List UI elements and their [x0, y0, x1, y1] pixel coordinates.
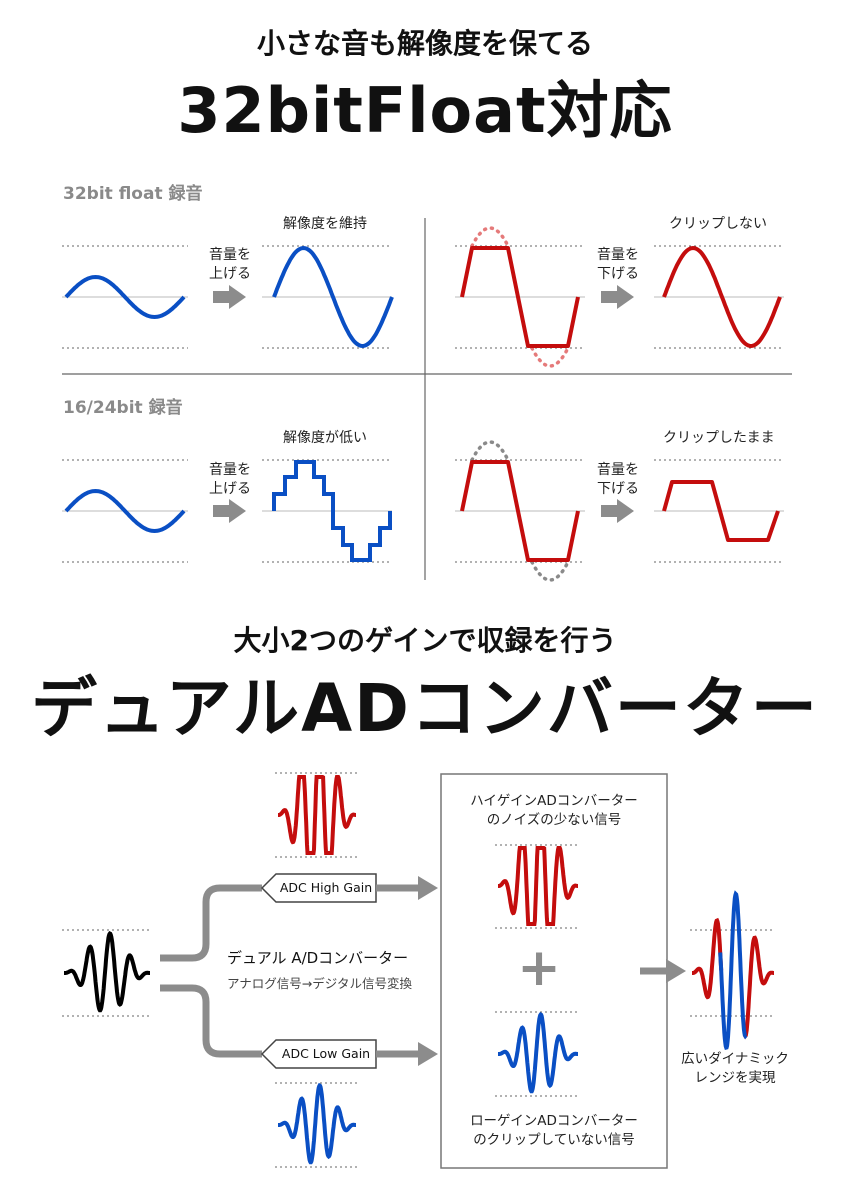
float-small-wave-panel: [62, 245, 188, 349]
float-arrow-left-label: 音量を 上げる: [209, 247, 251, 282]
dual-subtitle: 大小2つのゲインで収録を行う: [233, 624, 617, 657]
clipped-trough-dotted: [530, 346, 570, 368]
int-caption-left: 解像度が低い: [283, 430, 367, 446]
float-clip-panel: [455, 226, 585, 368]
float-large-wave-panel: [262, 245, 394, 349]
dual-title: デュアルADコンバーター: [31, 670, 819, 747]
adc-high-gain-label: ADC High Gain: [279, 880, 373, 895]
box-high-gain-wave: [498, 846, 578, 926]
float-arrow-left: [213, 285, 246, 309]
result-caption: 広いダイナミック レンジを実現: [681, 1051, 789, 1086]
box-low-gain-panel: [495, 1011, 580, 1097]
float-restored-panel: [654, 245, 784, 349]
int-arrow-left: [213, 499, 246, 523]
large-sine-wave: [272, 245, 394, 349]
plus-sign: +: [517, 938, 561, 998]
box-low-gain-wave: [498, 1011, 578, 1094]
int-caption-right: クリップしたまま: [663, 430, 775, 446]
clipped-trough-dotted: [530, 560, 570, 582]
int-section-label: 16/24bit 録音: [63, 398, 183, 418]
float-caption-right: クリップしない: [669, 216, 767, 232]
float-arrow-right: [601, 285, 634, 309]
clipped-wave: [460, 460, 580, 562]
center-title: デュアル A/Dコンバーター: [227, 949, 409, 967]
input-analog-wave: [64, 930, 150, 1013]
int-arrow-left-label: 音量を 上げる: [209, 462, 251, 497]
int-stepped-wave-panel: [262, 459, 392, 563]
box-high-gain-panel: [495, 844, 580, 929]
input-signal-panel: [62, 929, 150, 1017]
clipped-peak-dotted: [470, 440, 510, 462]
center-subtitle: アナログ信号→デジタル信号変換: [227, 976, 412, 991]
int-clip-panel: [455, 440, 585, 582]
low-gain-output-panel: [275, 1082, 360, 1168]
int-small-wave-panel: [62, 459, 188, 563]
high-gain-output-panel: [275, 772, 360, 858]
output-arrow-head: [666, 959, 686, 983]
high-gain-clipped-wave: [278, 775, 356, 855]
arrow-high-head: [418, 876, 438, 900]
header-title: 32bitFloat対応: [177, 74, 673, 147]
int-arrow-right-label: 音量を 下げる: [597, 462, 639, 497]
still-clipped-wave: [662, 480, 780, 542]
restored-sine-wave: [662, 245, 782, 349]
adc-low-gain-label: ADC Low Gain: [281, 1046, 371, 1061]
branch-low: [160, 984, 262, 1058]
stepped-wave: [272, 460, 392, 562]
float-arrow-right-label: 音量を 下げる: [597, 247, 639, 282]
result-panel: [690, 890, 775, 1050]
small-sine-wave: [64, 488, 186, 534]
arrow-low-head: [418, 1042, 438, 1066]
result-wave-red: [692, 917, 774, 1040]
small-sine-wave: [64, 274, 186, 320]
float-caption-left: 解像度を維持: [283, 216, 367, 232]
low-gain-wave: [278, 1082, 356, 1165]
header-subtitle: 小さな音も解像度を保てる: [256, 27, 593, 60]
int-arrow-right: [601, 499, 634, 523]
box-top-caption: ハイゲインADコンバーター のノイズの少ない信号: [470, 793, 638, 828]
clipped-wave: [460, 246, 580, 348]
box-bottom-caption: ローゲインADコンバーター のクリップしていない信号: [470, 1113, 638, 1148]
branch-high: [160, 884, 262, 962]
int-still-clipped-panel: [654, 459, 784, 563]
float-section-label: 32bit float 録音: [63, 184, 203, 204]
clipped-peak-dotted: [470, 226, 510, 248]
result-wave-blue: [718, 890, 748, 1050]
